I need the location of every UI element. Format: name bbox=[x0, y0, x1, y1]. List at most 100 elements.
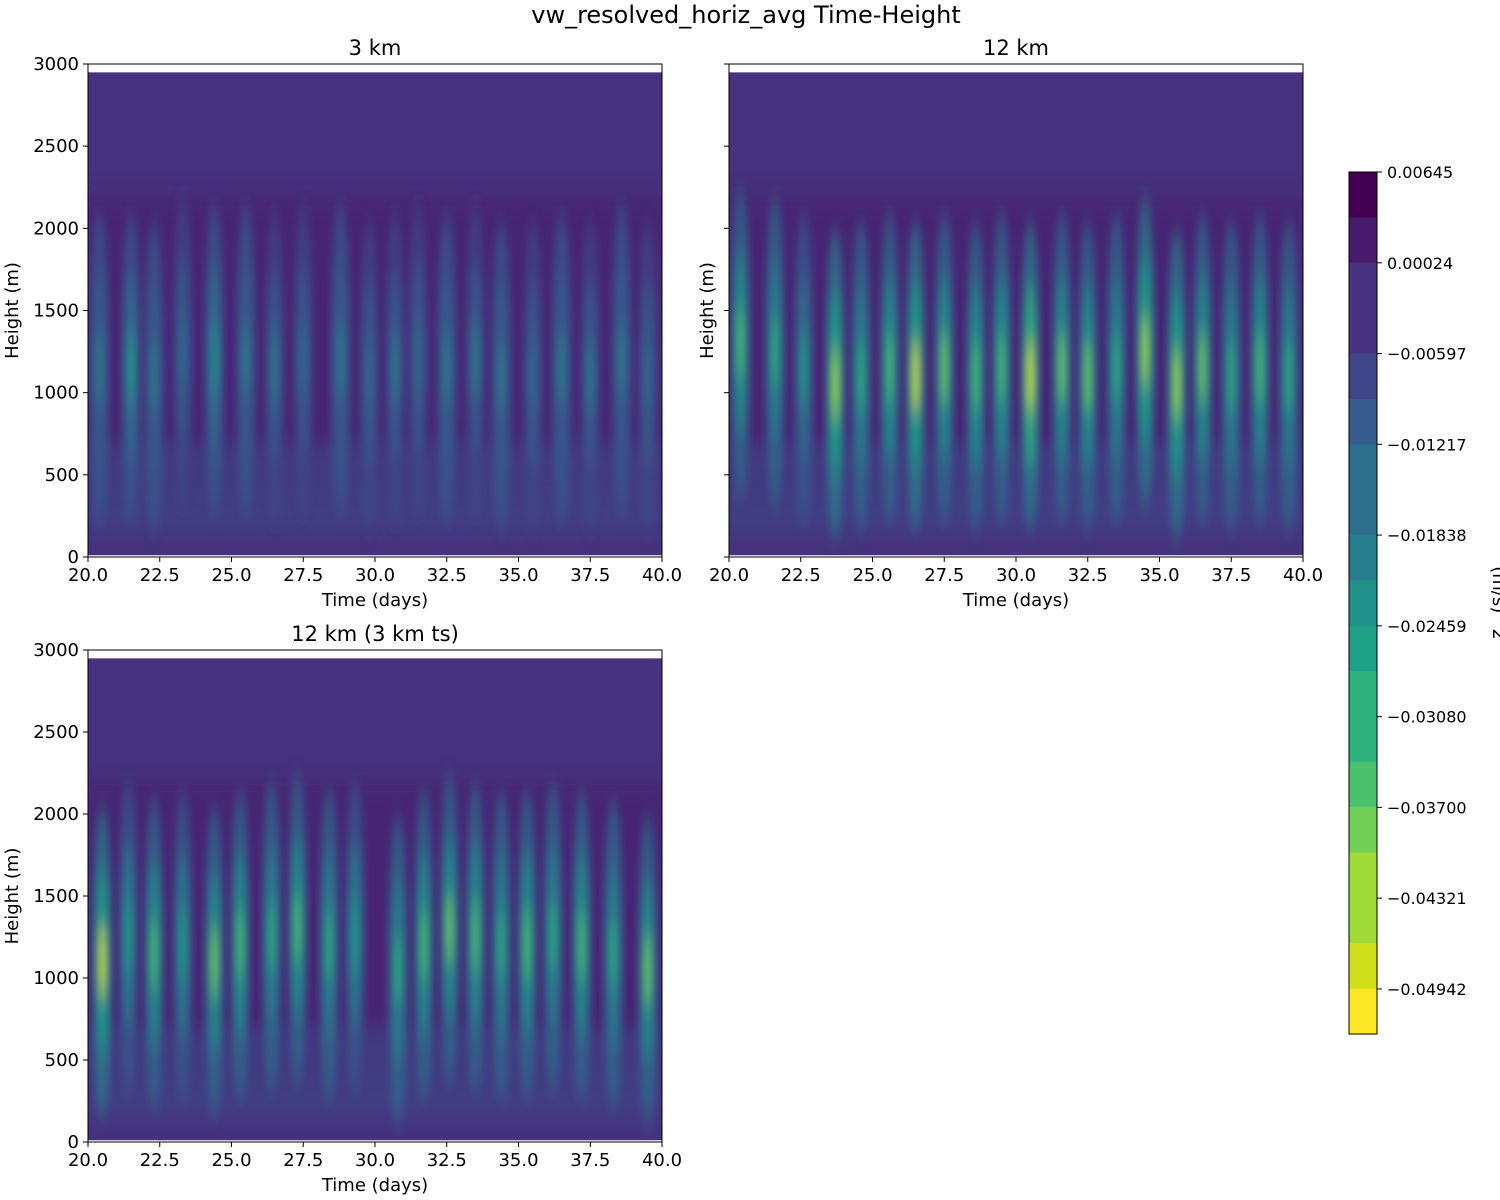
heatmap-feature bbox=[1221, 221, 1242, 532]
y-tick-label: 3000 bbox=[33, 54, 79, 75]
colorbar-band bbox=[1349, 308, 1377, 355]
x-tick-label: 22.5 bbox=[140, 565, 180, 586]
heatmap-feature bbox=[1106, 212, 1127, 524]
colorbar-band bbox=[1349, 534, 1377, 581]
y-axis-label: Height (m) bbox=[2, 848, 23, 945]
panels: 3 km 20.0 22.5 25.0 27.5 30.0 32.5 35.0 37.5 40.0… bbox=[2, 36, 1323, 1196]
heatmap-feature bbox=[571, 790, 592, 1100]
x-tick-label: 35.0 bbox=[498, 565, 538, 586]
heatmap-feature bbox=[1278, 221, 1299, 532]
x-tick-label: 30.0 bbox=[355, 1150, 395, 1171]
heatmap-feature bbox=[92, 806, 113, 1117]
heatmap-feature bbox=[611, 204, 632, 515]
y-tick-label: 1500 bbox=[33, 886, 79, 907]
heatmap-feature bbox=[1192, 212, 1213, 524]
colorbar-band bbox=[1349, 398, 1377, 445]
heatmap-feature bbox=[934, 212, 955, 524]
heatmap-feature bbox=[825, 229, 846, 540]
x-tick-label: 20.0 bbox=[68, 1150, 108, 1171]
heatmap-feature bbox=[603, 798, 624, 1109]
colorbar-band bbox=[1349, 625, 1377, 672]
figure-title: vw_resolved_horiz_avg Time-Height bbox=[531, 1, 961, 29]
y-tick-label: 2500 bbox=[33, 136, 79, 157]
y-tick-label: 500 bbox=[45, 465, 79, 486]
heatmap-feature bbox=[144, 221, 165, 532]
colorbar-label: (m/s)^2 bbox=[1488, 566, 1500, 640]
heatmap-feature bbox=[264, 212, 285, 524]
heatmap-feature bbox=[1051, 212, 1072, 524]
colorbar-band bbox=[1349, 988, 1377, 1035]
colorbar-tick-label: −0.01217 bbox=[1387, 435, 1467, 454]
heatmap-feature bbox=[121, 212, 142, 524]
colorbar-band bbox=[1349, 172, 1377, 218]
x-tick-label: 27.5 bbox=[924, 565, 964, 586]
heatmap-feature bbox=[965, 221, 986, 532]
y-tick-label: 2000 bbox=[33, 804, 79, 825]
heatmap-feature bbox=[1077, 221, 1098, 532]
heatmap-feature bbox=[387, 815, 408, 1125]
x-tick-label: 25.0 bbox=[211, 565, 251, 586]
colorbar-band bbox=[1349, 217, 1377, 264]
heatmap-feature bbox=[517, 790, 538, 1100]
heatmap-feature bbox=[439, 774, 460, 1084]
y-tick-label: 500 bbox=[45, 1050, 79, 1071]
x-tick-label: 32.5 bbox=[1068, 565, 1108, 586]
colorbar-tick-label: −0.03700 bbox=[1387, 798, 1467, 817]
heatmap-feature bbox=[637, 815, 658, 1125]
x-tick-label: 20.0 bbox=[68, 565, 108, 586]
heatmap-feature bbox=[144, 798, 165, 1109]
x-axis-label: Time (days) bbox=[321, 590, 428, 611]
x-tick-label: 27.5 bbox=[283, 1150, 323, 1171]
heatmap-feature bbox=[730, 188, 751, 499]
colorbar-band bbox=[1349, 897, 1377, 944]
colorbar-band bbox=[1349, 580, 1377, 627]
y-tick-label: 0 bbox=[68, 1132, 79, 1153]
heatmap-feature bbox=[172, 196, 193, 507]
x-tick-label: 37.5 bbox=[1211, 565, 1251, 586]
x-tick-label: 40.0 bbox=[642, 565, 682, 586]
heatmap-feature bbox=[344, 782, 365, 1092]
panel-title: 3 km bbox=[349, 36, 402, 60]
y-axis-label: Height (m) bbox=[697, 262, 718, 359]
colorbar-band bbox=[1349, 852, 1377, 899]
x-tick-label: 22.5 bbox=[140, 1150, 180, 1171]
heatmap-feature bbox=[905, 221, 926, 532]
heatmap-feature bbox=[491, 221, 512, 532]
heatmap-feature bbox=[230, 790, 251, 1100]
colorbar-ticks: 0.00645 0.00024 −0.00597 −0.01217 −0.01838 −0… bbox=[1377, 163, 1467, 999]
panel-title: 12 km bbox=[983, 36, 1049, 60]
x-tick-label: 40.0 bbox=[1283, 565, 1323, 586]
heatmap-feature bbox=[637, 221, 658, 532]
heatmap-feature bbox=[89, 212, 110, 524]
heatmap-feature bbox=[465, 782, 486, 1092]
colorbar-frame bbox=[1348, 171, 1378, 1035]
x-tick-label: 37.5 bbox=[570, 1150, 610, 1171]
colorbar-band bbox=[1349, 353, 1377, 400]
heatmap-feature bbox=[385, 212, 406, 524]
heatmap-feature bbox=[580, 221, 601, 532]
x-tick-label: 27.5 bbox=[283, 565, 323, 586]
heatmap-feature bbox=[851, 221, 872, 532]
heatmap-feature bbox=[413, 790, 434, 1100]
heatmap-feature bbox=[359, 221, 380, 532]
heatmap-feature bbox=[879, 212, 900, 524]
colorbar-band bbox=[1349, 489, 1377, 536]
x-tick-label: 25.0 bbox=[852, 565, 892, 586]
colorbar-band bbox=[1349, 262, 1377, 309]
heatmap-low-band bbox=[729, 441, 1303, 533]
y-tick-label: 3000 bbox=[33, 640, 79, 661]
x-tick-label: 30.0 bbox=[996, 565, 1036, 586]
x-tick-label: 32.5 bbox=[427, 1150, 467, 1171]
heatmap-feature bbox=[261, 782, 282, 1092]
colorbar-band bbox=[1349, 943, 1377, 990]
heatmap-feature bbox=[542, 782, 563, 1092]
heatmap-feature bbox=[204, 806, 225, 1117]
colorbar: 0.00645 0.00024 −0.00597 −0.01217 −0.01838 −0… bbox=[1348, 163, 1500, 1035]
y-tick-label: 1000 bbox=[33, 383, 79, 404]
colorbar-band bbox=[1349, 716, 1377, 763]
y-tick-label: 2000 bbox=[33, 218, 79, 239]
x-tick-label: 35.0 bbox=[1139, 565, 1179, 586]
heatmap-feature bbox=[172, 790, 193, 1100]
y-axis-label: Height (m) bbox=[2, 262, 23, 359]
